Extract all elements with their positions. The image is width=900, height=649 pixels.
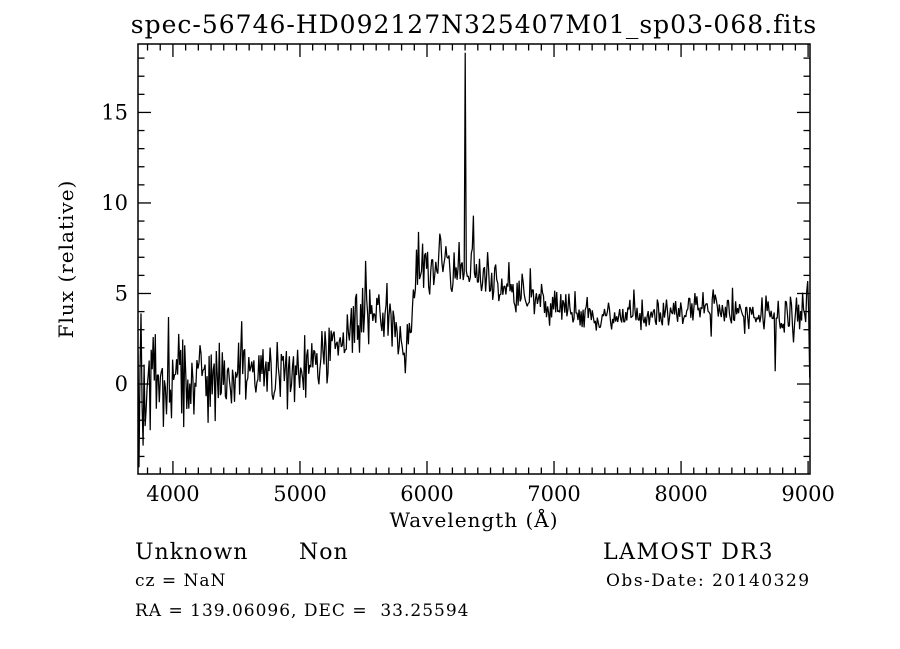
x-axis-label: Wavelength (Å)	[389, 508, 559, 532]
y-tick-label: 10	[101, 191, 128, 215]
y-tick-label: 15	[101, 100, 128, 124]
y-axis-label: Flux (relative)	[54, 179, 78, 339]
y-tick-label: 5	[115, 281, 128, 305]
footer-obsdate-value: Obs-Date: 20140329	[606, 571, 811, 591]
x-tick-label: 6000	[400, 482, 453, 506]
footer-survey-label: LAMOST DR3	[603, 540, 774, 565]
footer-class-label: Unknown	[135, 540, 249, 565]
plot-title: spec-56746-HD092127N325407M01_sp03-068.f…	[130, 10, 818, 39]
x-tick-label: 7000	[527, 482, 580, 506]
x-tick-label: 8000	[654, 482, 707, 506]
spectrum-line	[138, 52, 810, 468]
y-tick-label: 0	[115, 372, 128, 396]
plot-frame	[137, 43, 811, 475]
footer-subclass-label: Non	[299, 540, 349, 565]
x-tick-label: 9000	[781, 482, 834, 506]
footer-cz-value: cz = NaN	[135, 571, 227, 591]
x-tick-label: 4000	[146, 482, 199, 506]
footer-radec-value: RA = 139.06096, DEC = 33.25594	[135, 601, 470, 621]
x-tick-label: 5000	[273, 482, 326, 506]
